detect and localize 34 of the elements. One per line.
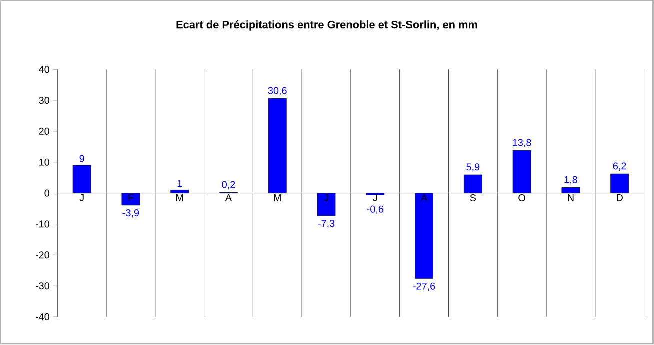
x-tick-label: S	[470, 194, 476, 202]
data-label: 5,9	[466, 164, 480, 172]
data-label: 1,8	[564, 176, 578, 185]
x-tick-label: N	[568, 194, 574, 202]
data-label: 9	[80, 155, 84, 162]
y-tick-label: 20	[39, 128, 50, 136]
x-tick-label: D	[617, 194, 623, 202]
data-label: 1	[178, 180, 182, 188]
data-label: -0,6	[367, 206, 384, 214]
data-label: 30,6	[268, 87, 287, 96]
data-label: 13,8	[513, 139, 532, 148]
x-tick-label: F	[128, 194, 134, 202]
data-label: 0,2	[222, 181, 236, 190]
x-tick-label: O	[518, 194, 526, 202]
data-label: 6,2	[613, 162, 626, 172]
x-tick-label: M	[274, 194, 281, 202]
x-tick-label: A	[225, 194, 232, 202]
x-tick-label: A	[420, 194, 428, 202]
y-tick-label: -20	[36, 252, 50, 259]
y-tick-label: -30	[36, 282, 50, 290]
y-tick-label: 40	[39, 66, 50, 74]
x-tick-label: M	[176, 194, 184, 202]
data-label: -27,6	[413, 282, 436, 292]
y-tick-label: 0	[44, 190, 50, 197]
x-tick-label: J	[80, 194, 84, 202]
x-tick-label: J	[373, 194, 378, 202]
y-tick-label: 30	[39, 97, 50, 104]
data-label: -3,9	[122, 210, 140, 218]
chart-title: Ecart de Précipitations entre Grenoble et St-Sorlin, en mm	[176, 20, 478, 31]
y-tick-label: -10	[36, 220, 50, 228]
data-label: -7,3	[318, 220, 335, 228]
y-tick-label: 10	[40, 159, 50, 166]
y-tick-label: -40	[36, 314, 50, 321]
x-tick-label: J	[324, 194, 328, 202]
